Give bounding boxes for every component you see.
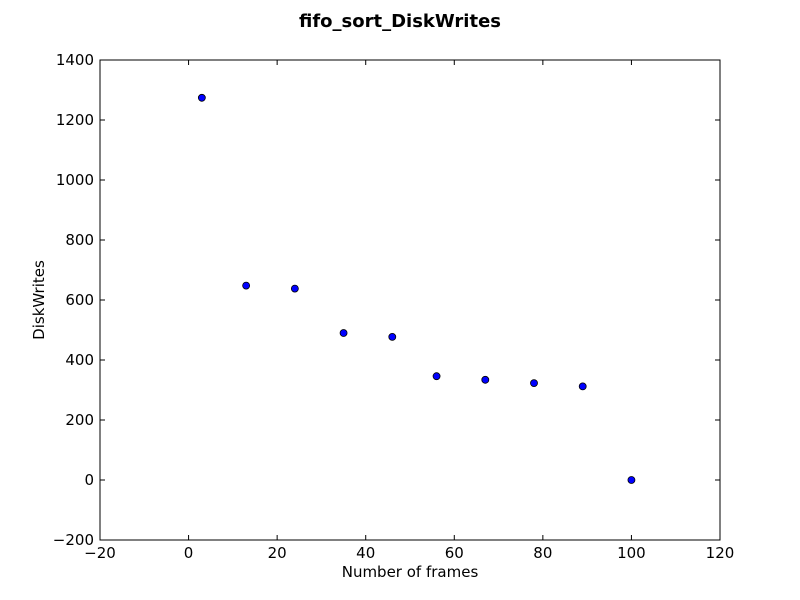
y-tick-label: 1400 (56, 51, 94, 69)
y-tick-label: 1000 (56, 171, 94, 189)
x-tick-label: 60 (445, 544, 464, 562)
x-tick-label: 0 (184, 544, 194, 562)
y-tick-label: 1200 (56, 111, 94, 129)
data-points (197, 93, 636, 484)
data-point (481, 375, 490, 384)
y-tick-label: −200 (53, 531, 94, 549)
x-tick-label: −20 (84, 544, 116, 562)
chart-title: fifo_sort_DiskWrites (299, 11, 501, 32)
y-tick-label: 400 (65, 351, 94, 369)
y-tick-label: 0 (84, 471, 94, 489)
data-point (290, 284, 299, 293)
data-point (627, 476, 636, 484)
y-axis-label: DiskWrites (30, 260, 48, 340)
data-point (339, 329, 348, 337)
data-point (242, 281, 251, 290)
x-tick-label: 40 (356, 544, 375, 562)
x-axis-label: Number of frames (342, 563, 479, 581)
x-tick-label: 80 (533, 544, 552, 562)
x-tick-label: 20 (268, 544, 287, 562)
data-point (578, 382, 587, 391)
plot-area-frame (99, 59, 721, 541)
data-point (197, 93, 206, 102)
y-tick-label: 600 (65, 291, 94, 309)
data-point (432, 372, 441, 381)
axis-ticks: −20 0 20 40 60 80 100 120−200020040060080010001… (53, 51, 735, 562)
y-tick-label: 800 (65, 231, 94, 249)
x-tick-label: 100 (617, 544, 646, 562)
x-tick-label: 120 (706, 544, 735, 562)
data-point (530, 379, 538, 388)
data-point (388, 332, 397, 341)
y-tick-label: 200 (65, 411, 94, 429)
